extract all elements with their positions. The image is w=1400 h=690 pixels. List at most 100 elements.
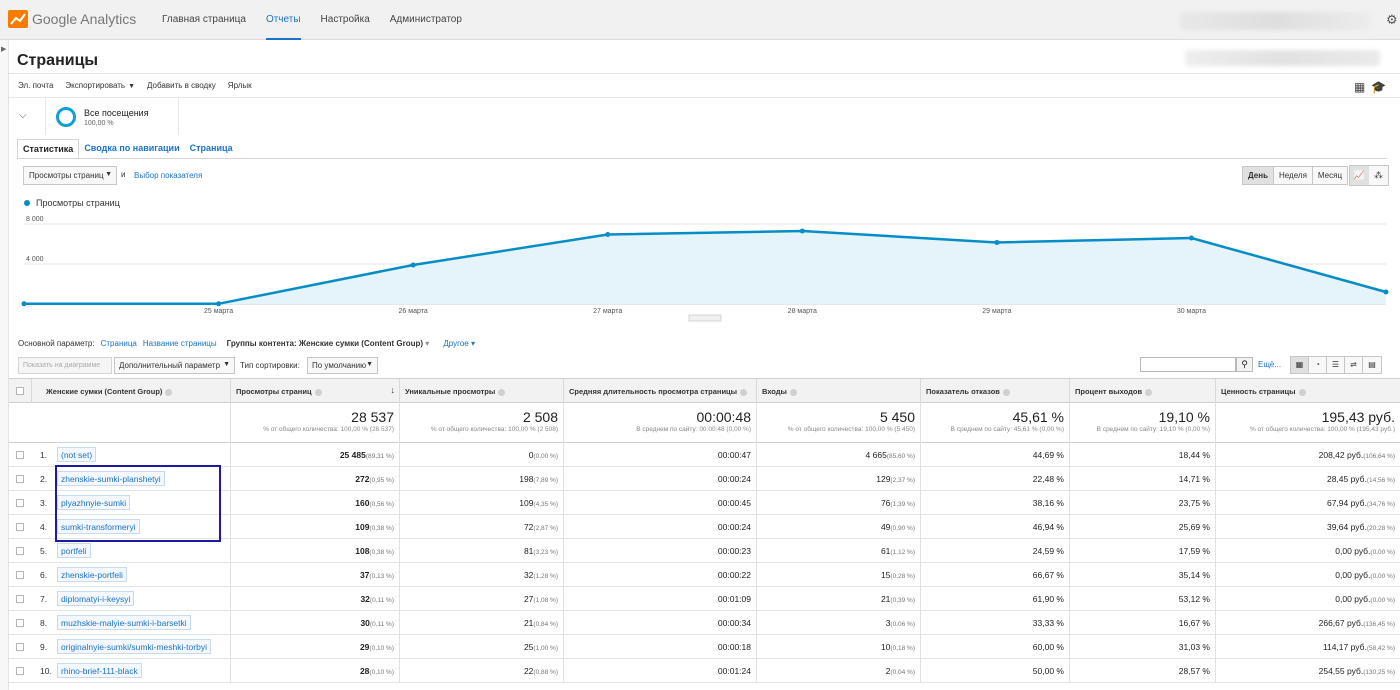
row-checkbox[interactable] xyxy=(16,643,24,651)
help-icon[interactable] xyxy=(740,388,748,396)
col-entrances[interactable]: Входы xyxy=(756,379,920,403)
help-icon[interactable] xyxy=(1002,388,1010,396)
content-group-label[interactable]: Группы контента: Женские сумки (Content … xyxy=(227,339,430,348)
cell-avg-time: 00:00:24 xyxy=(563,515,756,539)
tab-page[interactable]: Страница xyxy=(189,143,233,153)
row-checkbox[interactable] xyxy=(16,523,24,531)
advanced-filter-link[interactable]: Ещё... xyxy=(1258,360,1282,369)
page-link[interactable]: rhino-brief-111-black xyxy=(57,663,142,678)
page-link[interactable]: originalnyie-sumki/sumki-meshki-torbyi xyxy=(57,639,211,654)
cell-value: 109 xyxy=(355,522,370,532)
secondary-dimension-select[interactable]: Дополнительный параметр ▼ xyxy=(114,357,235,374)
col-label: Входы xyxy=(762,387,787,396)
google-analytics-logo[interactable]: Google Analytics xyxy=(8,10,136,28)
total-exit-rate: 19,10 % В среднем по сайту: 19,10 % (0,00… xyxy=(1069,403,1215,443)
date-range-blurred[interactable] xyxy=(1185,50,1380,66)
page-link[interactable]: plyazhnyie-sumki xyxy=(57,495,131,510)
cell-page-value: 0,00 руб.(0,00 %) xyxy=(1215,563,1400,587)
account-selector-blurred[interactable] xyxy=(1180,12,1370,30)
total-sub: В среднем по сайту: 19,10 % (0,00 %) xyxy=(1096,426,1210,433)
row-checkbox[interactable] xyxy=(16,667,24,675)
education-cap-icon[interactable]: 🎓 xyxy=(1371,80,1387,94)
period-month-button[interactable]: Месяц xyxy=(1312,167,1348,184)
col-label: Средняя длительность просмотра страницы xyxy=(569,387,738,396)
total-value: 195,43 руб. xyxy=(1321,409,1395,425)
cell-percent: (58,42 %) xyxy=(1366,645,1395,652)
line-chart-icon[interactable]: 📈 xyxy=(1350,166,1369,185)
sidebar-toggle[interactable]: ▶ xyxy=(0,40,9,690)
show-on-chart-button[interactable]: Показать на диаграмме xyxy=(18,357,112,374)
cell-value: 129 xyxy=(876,474,891,484)
dimension-page-link[interactable]: Страница xyxy=(100,339,137,348)
col-content-group[interactable]: Женские сумки (Content Group) xyxy=(31,379,234,403)
help-icon[interactable] xyxy=(314,388,322,396)
and-label: и xyxy=(121,170,126,179)
shortcut-button[interactable]: Ярлык xyxy=(227,81,252,90)
col-pageviews[interactable]: Просмотры страниц ↓ xyxy=(230,379,399,403)
col-unique-pageviews[interactable]: Уникальные просмотры xyxy=(399,379,563,403)
cell-entrances: 4 665(85,60 %) xyxy=(756,443,920,467)
metric-select[interactable]: Просмотры страниц ▼ xyxy=(23,166,117,185)
nav-admin[interactable]: Администратор xyxy=(389,14,462,25)
row-checkbox[interactable] xyxy=(16,547,24,555)
nav-customization[interactable]: Настройка xyxy=(320,14,370,25)
page-link[interactable]: sumki-transformeryi xyxy=(57,519,140,534)
page-link[interactable]: muzhskie-malyie-sumki-i-barsetki xyxy=(57,615,191,630)
choose-metric-link[interactable]: Выбор показателя xyxy=(134,171,203,180)
period-day-button[interactable]: День xyxy=(1243,167,1274,184)
col-exit-rate[interactable]: Процент выходов xyxy=(1069,379,1215,403)
gear-icon[interactable]: ⚙ xyxy=(1386,12,1398,27)
help-icon[interactable] xyxy=(498,388,506,396)
grid-icon[interactable]: ▦ xyxy=(1354,80,1366,94)
row-checkbox[interactable] xyxy=(16,619,24,627)
cell-page-value: 114,17 руб.(58,42 %) xyxy=(1215,635,1400,659)
performance-view-icon[interactable]: ☰ xyxy=(1327,357,1345,373)
main-nav: Главная страница Отчеты Настройка Админи… xyxy=(162,0,482,40)
period-week-button[interactable]: Неделя xyxy=(1274,167,1313,184)
sort-desc-icon: ↓ xyxy=(390,385,396,395)
page-link[interactable]: zhenskie-portfeli xyxy=(57,567,127,582)
row-checkbox[interactable] xyxy=(16,571,24,579)
email-button[interactable]: Эл. почта xyxy=(18,81,54,90)
export-button[interactable]: Экспортировать ▼ xyxy=(65,81,135,90)
help-icon[interactable] xyxy=(1298,388,1306,396)
add-to-dashboard-button[interactable]: Добавить в сводку xyxy=(147,81,216,90)
chevron-down-icon[interactable]: ⌵ xyxy=(19,110,27,121)
row-checkbox[interactable] xyxy=(16,595,24,603)
pie-view-icon[interactable]: ◔ xyxy=(1309,357,1327,373)
row-checkbox[interactable] xyxy=(16,499,24,507)
nav-reports[interactable]: Отчеты xyxy=(265,0,301,40)
help-icon[interactable] xyxy=(789,388,797,396)
cell-exit-rate: 14,71 % xyxy=(1069,467,1215,491)
tab-statistics[interactable]: Статистика xyxy=(17,139,80,159)
sort-type-select[interactable]: По умолчанию ▼ xyxy=(307,357,378,374)
dimension-page-title-link[interactable]: Название страницы xyxy=(142,339,217,348)
segment-all-sessions[interactable]: Все посещения 100,00 % xyxy=(45,99,179,135)
help-icon[interactable] xyxy=(165,388,173,396)
page-link[interactable]: diplomatyi-i-keysyi xyxy=(57,591,135,606)
table-row: 9. originalnyie-sumki/sumki-meshki-torbyi… xyxy=(9,635,1400,659)
tab-navigation-summary[interactable]: Сводка по навигации xyxy=(84,143,180,153)
col-bounce-rate[interactable]: Показатель отказов xyxy=(920,379,1069,403)
page-link[interactable]: portfeli xyxy=(57,543,91,558)
col-page-value[interactable]: Ценность страницы xyxy=(1215,379,1400,403)
row-checkbox[interactable] xyxy=(16,451,24,459)
other-dimension-link[interactable]: Другое ▾ xyxy=(443,339,475,348)
row-checkbox[interactable] xyxy=(16,475,24,483)
table-row: 1. (not set) 25 485(89,31 %) 0(0,00 %) 00:00… xyxy=(9,443,1400,467)
select-all-checkbox[interactable] xyxy=(16,387,24,395)
cell-value: 198 xyxy=(519,474,534,484)
help-icon[interactable] xyxy=(1145,388,1153,396)
search-icon[interactable]: ⚲ xyxy=(1236,357,1253,372)
report-toolbar: Эл. почта Экспортировать ▼ Добавить в сво… xyxy=(18,81,264,90)
nav-home[interactable]: Главная страница xyxy=(162,14,246,25)
page-link[interactable]: (not set) xyxy=(57,447,97,462)
table-header: Женские сумки (Content Group) Просмотры … xyxy=(9,379,1400,403)
table-view-icon[interactable]: ▦ xyxy=(1291,357,1309,373)
pivot-view-icon[interactable]: ▤ xyxy=(1363,357,1381,373)
motion-chart-icon[interactable]: ⁂ xyxy=(1369,166,1388,185)
comparison-view-icon[interactable]: ⇌ xyxy=(1345,357,1363,373)
page-link[interactable]: zhenskie-sumki-planshetyi xyxy=(57,471,165,486)
col-avg-time[interactable]: Средняя длительность просмотра страницы xyxy=(563,379,756,403)
table-search-input[interactable] xyxy=(1140,357,1236,372)
